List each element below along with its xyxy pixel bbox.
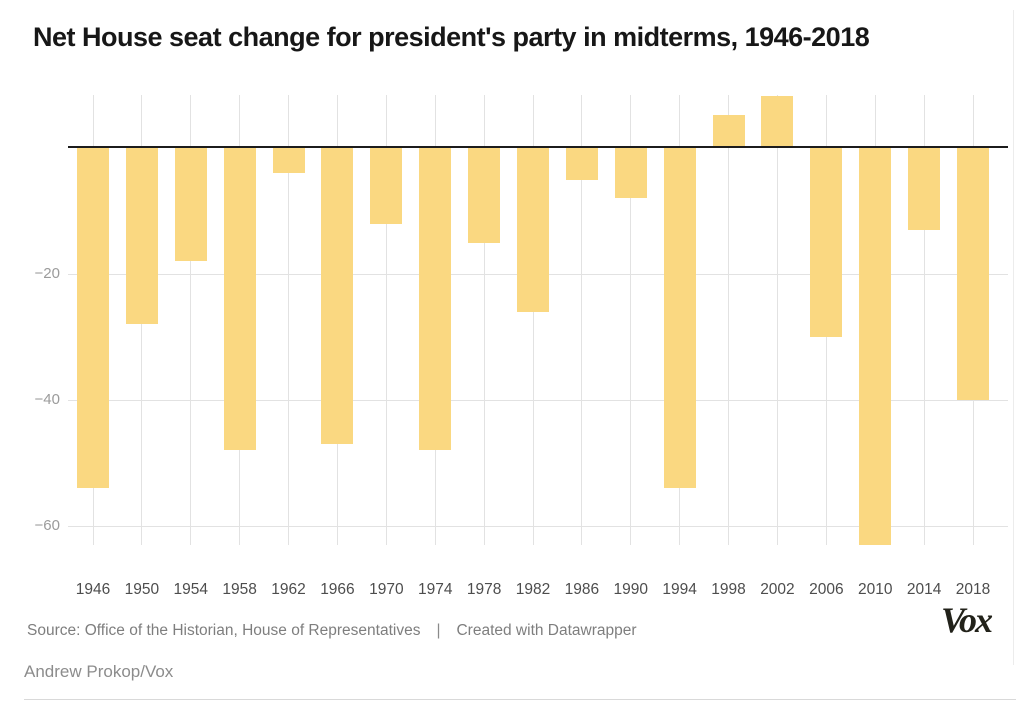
v-gridline [923, 95, 925, 545]
bar [468, 148, 501, 243]
vox-logo: Vox [941, 600, 993, 640]
x-tick-label: 1978 [466, 581, 502, 598]
bottom-divider [24, 699, 1016, 700]
x-tick-label: 1982 [515, 581, 551, 598]
bar [957, 148, 989, 400]
v-gridline [483, 95, 485, 545]
bar [272, 148, 305, 174]
h-gridline [68, 399, 1008, 401]
y-tick-label: −60 [34, 517, 60, 534]
x-tick-label: 2002 [760, 581, 795, 598]
byline: Andrew Prokop/Vox [24, 662, 174, 681]
v-gridline [581, 95, 583, 545]
x-tick-label: 2006 [809, 581, 844, 598]
bar [565, 148, 598, 180]
x-tick-label: 2010 [857, 581, 893, 598]
x-tick-label: 1962 [271, 581, 306, 598]
v-gridline [776, 95, 778, 545]
bar [321, 148, 354, 445]
x-tick-label: 1950 [124, 581, 160, 598]
bar [859, 148, 892, 545]
bar [370, 148, 403, 224]
x-tick-label: 1946 [75, 581, 111, 598]
zero-axis-line [68, 146, 1008, 148]
source-separator: | [436, 622, 441, 639]
x-tick-label: 1970 [369, 581, 404, 598]
v-gridline [728, 95, 730, 545]
bar [223, 148, 256, 451]
x-tick-label: 1994 [662, 581, 697, 598]
v-gridline [385, 95, 387, 545]
bar [77, 148, 109, 489]
y-tick-label: −40 [34, 391, 60, 408]
v-gridline [630, 95, 632, 545]
x-tick-label: 1954 [173, 581, 208, 598]
x-tick-label: 2014 [906, 581, 942, 598]
x-tick-label: 1958 [222, 581, 257, 598]
x-tick-label: 1990 [613, 581, 648, 598]
bar [908, 148, 941, 230]
v-gridline [190, 95, 192, 545]
bar [810, 148, 843, 337]
created-with-text: Created with Datawrapper [456, 622, 637, 639]
y-tick-label: −20 [34, 265, 60, 282]
source-text: Source: Office of the Historian, House o… [27, 622, 421, 639]
bar [174, 148, 207, 262]
bar [125, 148, 158, 325]
v-gridline [288, 95, 290, 545]
source-row: Source: Office of the Historian, House o… [27, 622, 637, 640]
x-tick-label: 1998 [711, 581, 746, 598]
v-gridline [532, 95, 534, 545]
embed-right-border [1013, 10, 1014, 665]
bar [614, 148, 647, 199]
x-tick-label: 1986 [564, 581, 600, 598]
bar [663, 148, 696, 489]
bar [517, 148, 549, 312]
h-gridline [68, 525, 1008, 527]
x-tick-label: 1966 [320, 581, 355, 598]
bar [761, 95, 794, 146]
x-tick-label: 2018 [955, 581, 991, 598]
bar [712, 114, 745, 146]
chart-title: Net House seat change for president's pa… [33, 22, 870, 52]
bar [419, 148, 452, 451]
x-tick-label: 1974 [417, 581, 453, 598]
